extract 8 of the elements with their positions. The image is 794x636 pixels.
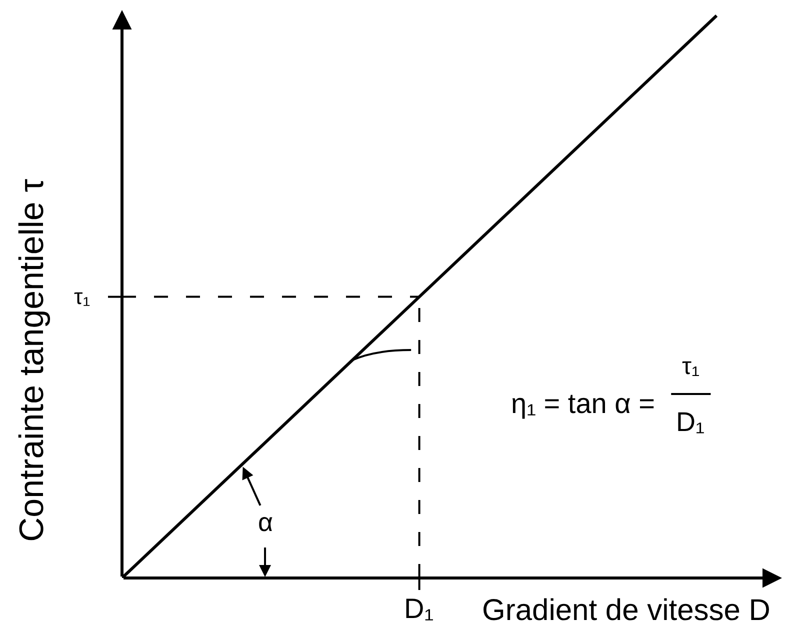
annotation: τ₁ — [682, 353, 700, 380]
ref-line-label: τ₁ — [74, 284, 90, 309]
text: D₁ — [404, 593, 434, 624]
annotation: η₁ = tan α = — [511, 388, 655, 419]
y-axis-title: Contrainte tangentielle τ — [13, 178, 52, 542]
annotation: α — [258, 507, 274, 537]
annotation: D₁ — [676, 407, 705, 437]
x-axis-title: Gradient de vitesse D — [482, 594, 770, 627]
